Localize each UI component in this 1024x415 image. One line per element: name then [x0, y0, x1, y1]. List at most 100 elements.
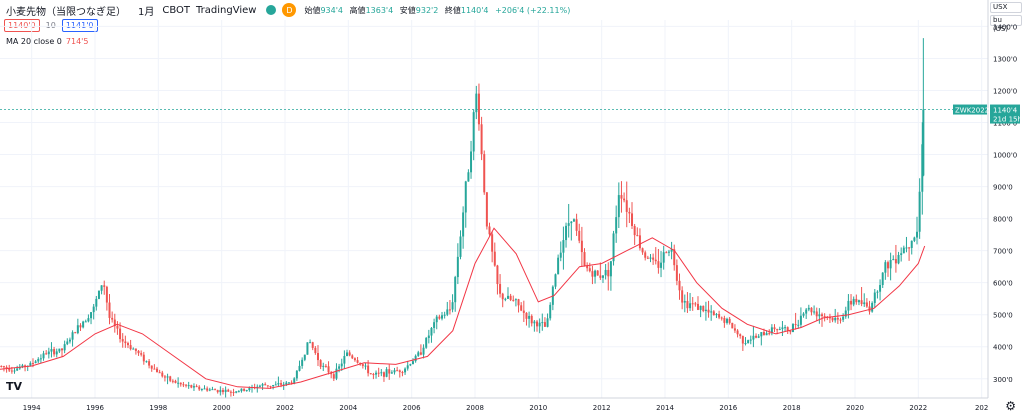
candle-body	[493, 251, 496, 266]
d-badge[interactable]: D	[282, 3, 297, 17]
last-price-label: 1140'4	[993, 107, 1018, 115]
candle-body	[501, 293, 504, 300]
candle-body	[290, 382, 293, 384]
candle-body	[16, 368, 19, 371]
candle-body	[506, 295, 509, 299]
candle-body	[0, 365, 3, 367]
candle-body	[918, 191, 921, 232]
ma-legend-label: MA 20 close 0	[6, 37, 62, 46]
candle-body	[53, 349, 56, 355]
candle-body	[723, 317, 726, 323]
candle-body	[187, 385, 190, 387]
ask-button[interactable]: 1141'0	[61, 19, 98, 32]
candle-body	[580, 240, 583, 253]
candle-body	[343, 355, 346, 364]
candle-body	[641, 248, 644, 253]
candle-body	[97, 290, 100, 299]
candle-body	[776, 329, 779, 331]
candle-body	[417, 352, 420, 356]
candle-body	[8, 368, 11, 371]
ma-20-line	[0, 227, 926, 389]
candle-body	[496, 265, 499, 285]
candle-body	[631, 213, 634, 226]
candle-body	[644, 252, 647, 258]
candle-body	[66, 341, 69, 345]
candle-body	[129, 345, 132, 350]
bid-button[interactable]: 1140'0	[4, 19, 40, 32]
candle-body	[876, 291, 879, 293]
candle-body	[662, 252, 665, 263]
candle-body	[604, 269, 607, 276]
candle-body	[794, 324, 797, 326]
y-tick-label: 1000'0	[993, 152, 1017, 160]
candle-body	[583, 252, 586, 266]
candle-body	[889, 260, 892, 269]
candle-body	[422, 347, 425, 355]
candle-body	[111, 317, 114, 320]
candle-body	[522, 310, 525, 313]
open-label: 始値	[304, 5, 321, 15]
candle-body	[61, 348, 64, 351]
candle-body	[158, 372, 161, 374]
tradingview-logo-icon[interactable]: TV	[6, 380, 23, 393]
candle-body	[488, 226, 491, 235]
candle-body	[681, 290, 684, 303]
x-tick-label: 2014	[656, 404, 674, 412]
timeframe-label[interactable]: 1月	[138, 6, 155, 18]
candle-body	[615, 217, 618, 234]
candle-body	[562, 240, 565, 253]
candle-body	[92, 306, 95, 313]
candle-body	[834, 317, 837, 321]
candle-body	[232, 392, 235, 394]
candle-body	[718, 314, 721, 318]
bar-countdown-label: 21d 15h	[993, 116, 1022, 124]
candle-body	[797, 324, 800, 326]
candle-body	[675, 265, 678, 281]
candle-body	[216, 390, 219, 393]
candle-body	[784, 327, 787, 329]
candle-body	[393, 370, 396, 373]
candle-body	[778, 329, 781, 331]
symbol-title[interactable]: 小麦先物（当限つなぎ足）	[6, 6, 126, 18]
chart-header: 小麦先物（当限つなぎ足） 1月 CBOT TradingView D 始値934…	[6, 3, 574, 18]
candle-body	[433, 322, 436, 328]
candle-body	[103, 285, 106, 287]
candle-body	[860, 300, 863, 305]
high-value: 1363'4	[365, 5, 394, 15]
gear-icon[interactable]: ⚙	[1005, 399, 1016, 413]
candle-body	[549, 304, 552, 319]
unit-selector[interactable]: bu (US)	[990, 15, 1022, 33]
candle-body	[24, 365, 27, 367]
eye-icon[interactable]	[266, 5, 277, 15]
candle-body	[100, 285, 103, 291]
candle-body	[678, 280, 681, 291]
candle-body	[261, 384, 264, 386]
candle-body	[248, 387, 251, 391]
candle-body	[752, 335, 755, 340]
candle-body	[921, 144, 924, 192]
current-candle-body	[922, 109, 925, 176]
low-value: 932'2	[415, 5, 439, 15]
candle-body	[884, 262, 887, 273]
currency-selector[interactable]: USX	[990, 2, 1022, 13]
candle-body	[446, 309, 449, 315]
candle-body	[161, 372, 164, 377]
candle-body	[404, 368, 407, 373]
candle-body	[2, 366, 5, 368]
candle-body	[673, 249, 676, 266]
candle-body	[47, 351, 50, 355]
candle-body	[451, 302, 454, 310]
x-tick-label: 2008	[466, 404, 484, 412]
y-tick-label: 1200'0	[993, 87, 1017, 95]
candle-body	[10, 370, 13, 372]
candle-body	[491, 234, 494, 252]
ma-legend[interactable]: MA 20 close 0 714'5	[6, 37, 88, 46]
exchange-label: CBOT	[162, 4, 191, 16]
candle-body	[857, 300, 860, 303]
candle-body	[50, 349, 53, 352]
candle-body	[696, 303, 699, 310]
candle-body	[82, 321, 85, 328]
candle-body	[459, 236, 462, 257]
candle-body	[119, 328, 122, 340]
